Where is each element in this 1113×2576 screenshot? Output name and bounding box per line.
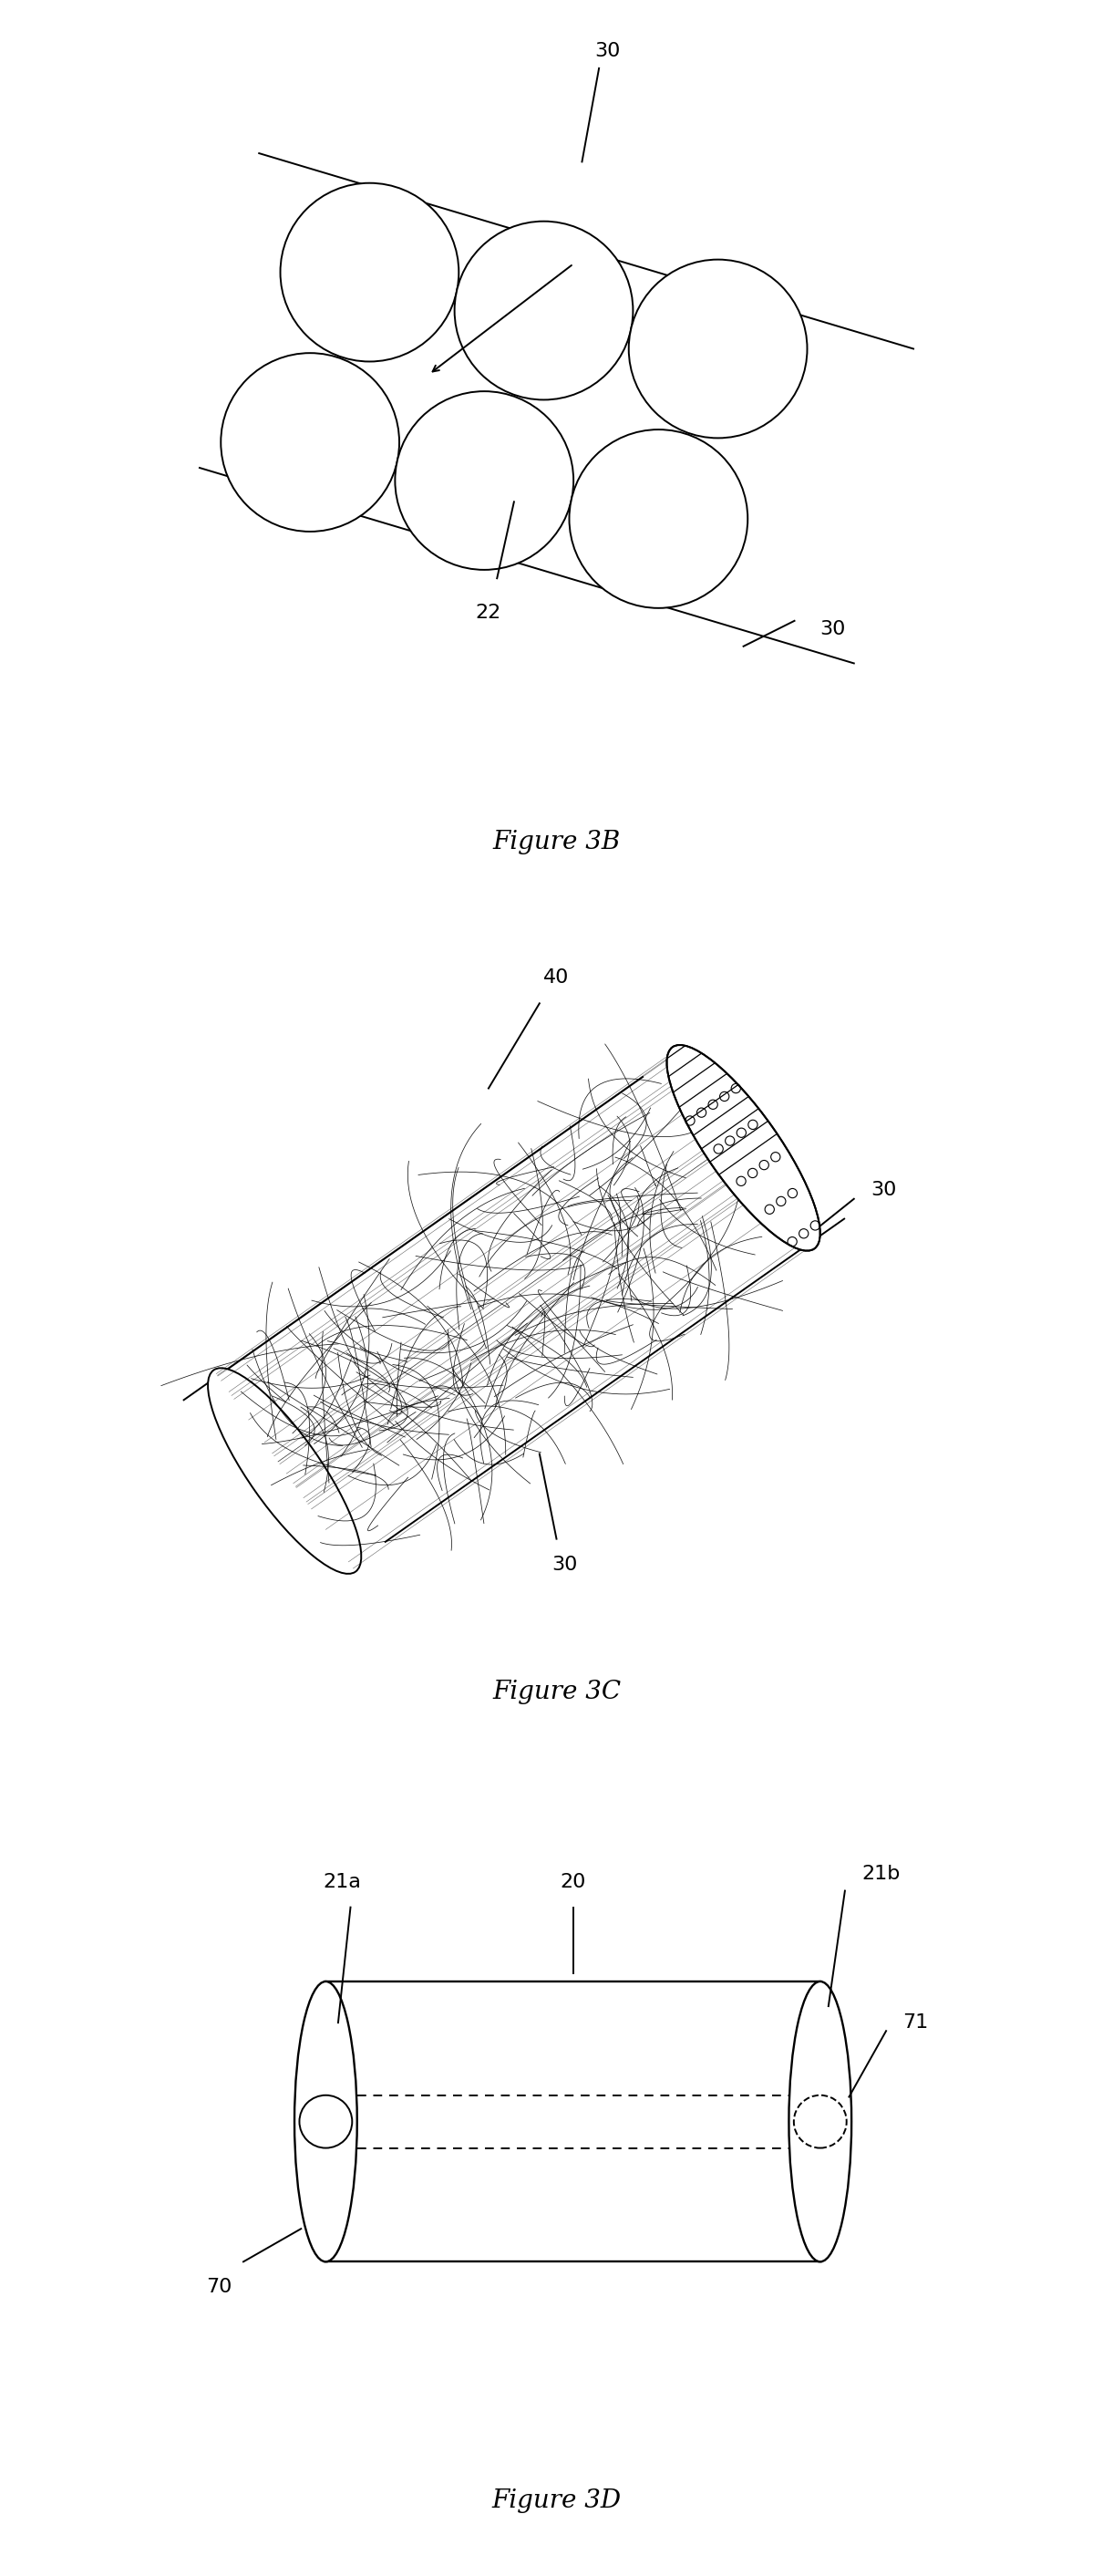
Text: 71: 71 xyxy=(903,2014,928,2032)
Text: Figure 3D: Figure 3D xyxy=(492,2488,621,2514)
Text: 30: 30 xyxy=(552,1556,578,1574)
Text: 22: 22 xyxy=(475,603,501,621)
Text: 21a: 21a xyxy=(323,1873,362,1891)
Circle shape xyxy=(395,392,573,569)
Circle shape xyxy=(280,183,459,361)
Ellipse shape xyxy=(789,1981,851,2262)
Text: 30: 30 xyxy=(594,41,620,59)
Ellipse shape xyxy=(208,1368,362,1574)
Circle shape xyxy=(569,430,748,608)
Text: 70: 70 xyxy=(206,2277,232,2295)
Text: 20: 20 xyxy=(560,1873,585,1891)
Text: Figure 3C: Figure 3C xyxy=(492,1680,621,1705)
Text: 21b: 21b xyxy=(861,1865,900,1883)
Text: Figure 3B: Figure 3B xyxy=(493,829,620,855)
Text: 30: 30 xyxy=(871,1182,897,1200)
Ellipse shape xyxy=(295,1981,357,2262)
Circle shape xyxy=(454,222,633,399)
Ellipse shape xyxy=(667,1046,820,1252)
Ellipse shape xyxy=(667,1046,820,1252)
Text: 40: 40 xyxy=(543,969,570,987)
Circle shape xyxy=(629,260,807,438)
Text: 30: 30 xyxy=(820,621,846,639)
Circle shape xyxy=(220,353,400,531)
